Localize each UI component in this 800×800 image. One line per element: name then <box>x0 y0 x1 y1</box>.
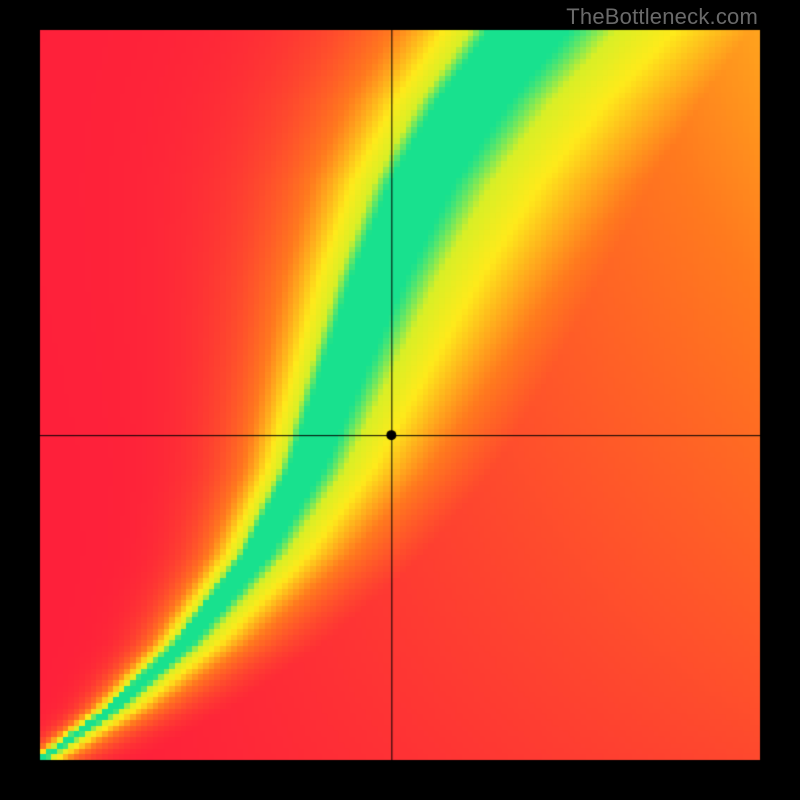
chart-container: TheBottleneck.com <box>0 0 800 800</box>
heatmap-canvas <box>0 0 800 800</box>
watermark-text: TheBottleneck.com <box>566 4 758 30</box>
